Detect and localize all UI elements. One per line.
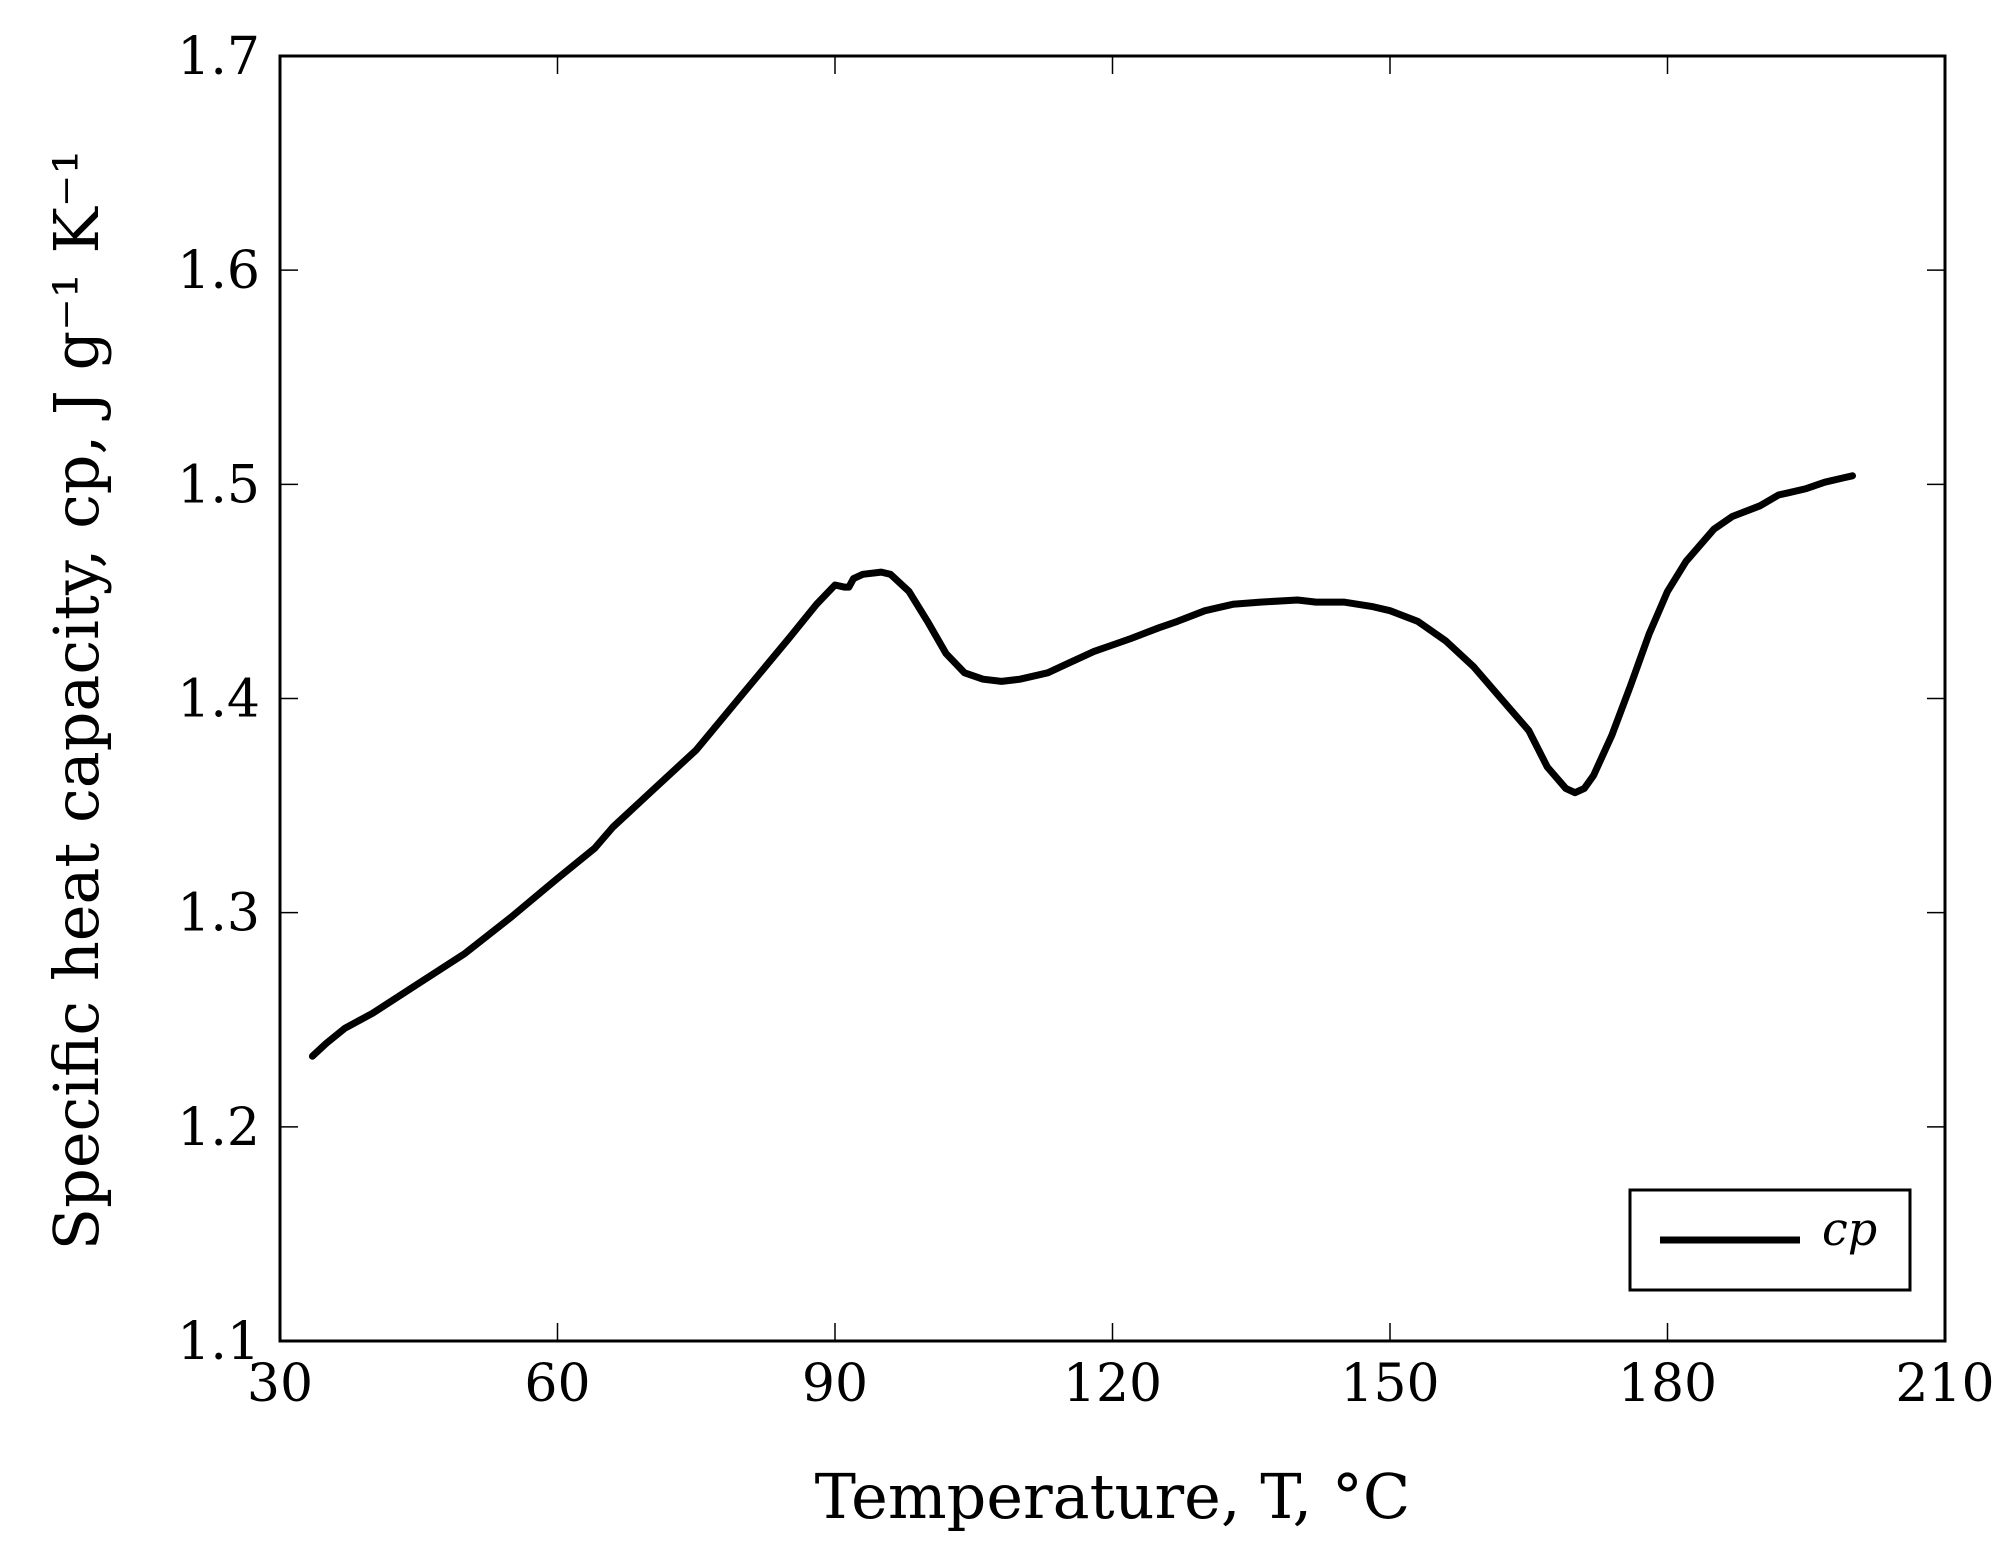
x-tick-label: 210 bbox=[1895, 1354, 1994, 1414]
series-line-cp bbox=[308, 472, 1856, 1060]
y-tick-label: 1.2 bbox=[177, 1098, 260, 1158]
x-tick-label: 150 bbox=[1340, 1354, 1439, 1414]
x-tick-label: 90 bbox=[802, 1354, 868, 1414]
plot-frame bbox=[278, 54, 1947, 1343]
y-tick-label: 1.7 bbox=[177, 27, 260, 87]
x-tick-labels: 30 60 90 120 150 180 210 bbox=[247, 1354, 1995, 1414]
legend: cp bbox=[1628, 1188, 1912, 1292]
y-tick-label: 1.4 bbox=[177, 670, 260, 730]
y-tick-label: 1.3 bbox=[177, 884, 260, 944]
legend-label-cp: cp bbox=[1822, 1202, 1877, 1256]
y-axis-label: Specific heat capacity, cp, J g⁻¹ K⁻¹ bbox=[40, 150, 113, 1251]
y-tick-label: 1.5 bbox=[177, 455, 260, 515]
y-tick-label: 1.1 bbox=[177, 1312, 260, 1372]
plot-area bbox=[280, 56, 1945, 1341]
x-tick-label: 60 bbox=[524, 1354, 590, 1414]
series-layer bbox=[308, 472, 1856, 1060]
x-tick-label: 30 bbox=[247, 1354, 313, 1414]
x-tick-label: 120 bbox=[1063, 1354, 1162, 1414]
x-axis-label: Temperature, T, °C bbox=[815, 1460, 1411, 1533]
x-tick-label: 180 bbox=[1618, 1354, 1717, 1414]
y-tick-label: 1.6 bbox=[177, 241, 260, 301]
y-tick-labels: 1.1 1.2 1.3 1.4 1.5 1.6 1.7 bbox=[177, 27, 260, 1372]
